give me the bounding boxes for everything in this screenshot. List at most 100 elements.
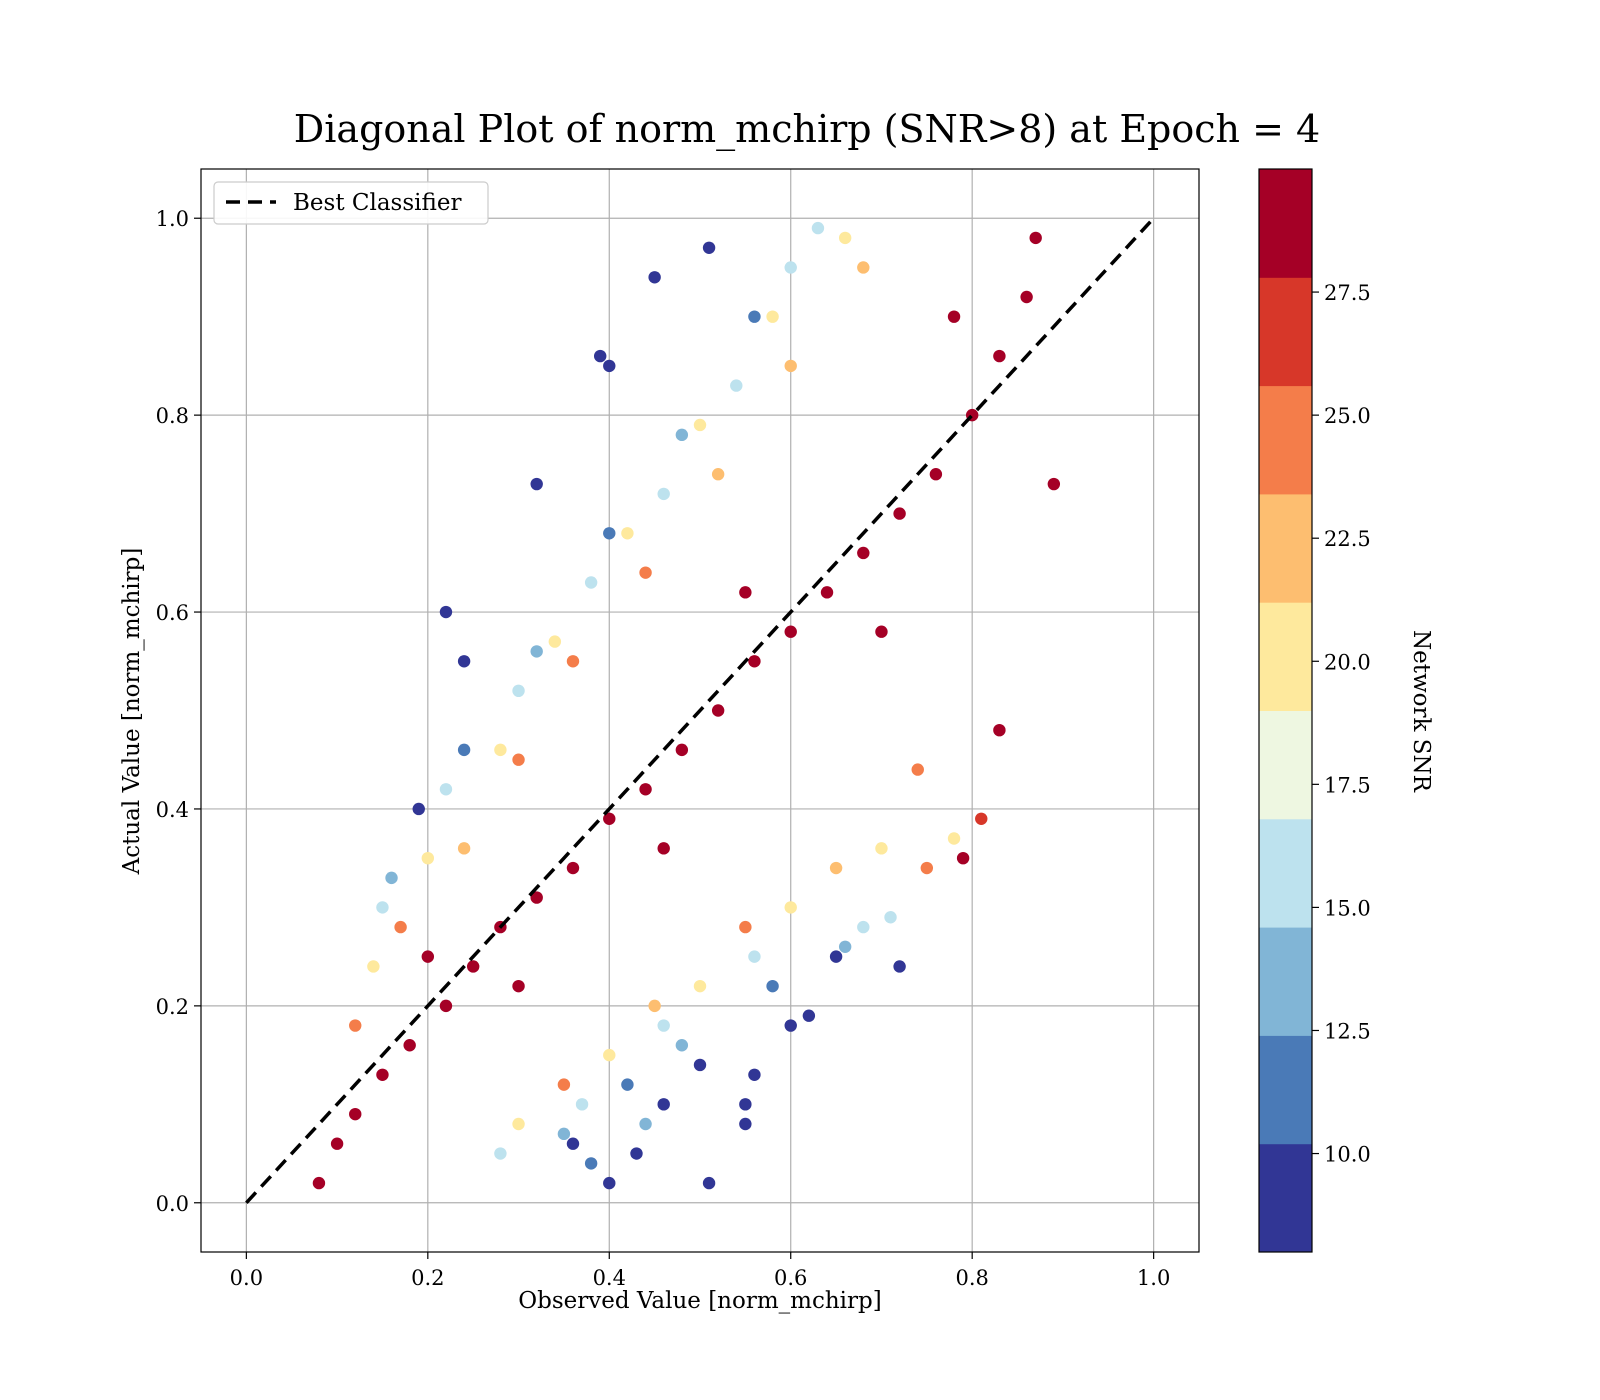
legend-box bbox=[213, 181, 489, 225]
scatter-point bbox=[784, 261, 797, 274]
scatter-point bbox=[512, 684, 525, 698]
colorbar-band bbox=[1259, 169, 1312, 278]
scatter-point bbox=[975, 812, 988, 825]
x-axis-label: Observed Value [norm_mchirp] bbox=[518, 1288, 881, 1314]
x-axis-ticks: 0.0 0.2 0.4 0.6 0.8 1.0 bbox=[230, 1252, 1170, 1290]
scatter-point bbox=[857, 261, 870, 274]
colorbar-band bbox=[1259, 1035, 1312, 1145]
scatter-point bbox=[439, 999, 453, 1013]
scatter-point bbox=[457, 655, 471, 668]
scatter-point bbox=[875, 625, 888, 638]
colorbar-band bbox=[1259, 818, 1312, 928]
x-tick-label: 0.2 bbox=[411, 1266, 444, 1290]
scatter-point bbox=[702, 1176, 716, 1190]
y-tick-label: 0.4 bbox=[156, 798, 189, 822]
x-tick-label: 1.0 bbox=[1137, 1266, 1170, 1290]
scatter-point bbox=[748, 310, 761, 323]
colorbar-band bbox=[1259, 710, 1312, 820]
x-tick-label: 0.0 bbox=[230, 1266, 263, 1290]
scatter-point bbox=[657, 487, 670, 501]
scatter-point bbox=[993, 349, 1006, 363]
scatter-point bbox=[711, 704, 725, 717]
scatter-point bbox=[920, 861, 934, 875]
scatter-point bbox=[693, 1058, 707, 1072]
colorbar-band bbox=[1259, 1143, 1312, 1253]
y-axis-ticks: 0.0 0.2 0.4 0.6 0.8 1.0 bbox=[156, 207, 201, 1216]
colorbar-tick-label: 12.5 bbox=[1324, 1019, 1371, 1043]
scatter-point bbox=[748, 950, 761, 963]
scatter-point bbox=[594, 349, 607, 363]
scatter-point bbox=[421, 950, 435, 963]
scatter-point bbox=[349, 1019, 362, 1032]
colorbar-border bbox=[1258, 168, 1313, 1253]
scatter-point bbox=[639, 783, 652, 796]
legend-label: Best Classifier bbox=[293, 190, 461, 216]
scatter-point bbox=[657, 1098, 670, 1111]
scatter-point bbox=[893, 960, 906, 973]
scatter-point bbox=[439, 783, 453, 796]
colorbar-tick-label: 22.5 bbox=[1324, 527, 1371, 551]
plot-area: 0.0 0.2 0.4 0.6 0.8 1.0 0.0 0.2 0.4 0.6 0.8 1.0 bbox=[156, 168, 1200, 1290]
best-classifier-line bbox=[245, 217, 1155, 1204]
scatter-point bbox=[875, 842, 888, 855]
scatter-point bbox=[439, 605, 453, 619]
scatter-point bbox=[693, 418, 707, 432]
scatter-point bbox=[349, 1107, 362, 1121]
scatter-point bbox=[657, 1019, 670, 1032]
colorbar-label: Network SNR bbox=[1408, 630, 1434, 793]
scatter-point bbox=[838, 940, 852, 953]
scatter-point bbox=[893, 507, 906, 520]
scatter-point bbox=[630, 1147, 643, 1160]
scatter-point bbox=[457, 743, 471, 757]
scatter-point bbox=[766, 310, 779, 323]
scatter-point bbox=[657, 842, 670, 855]
scatter-point bbox=[530, 891, 543, 904]
scatter-point bbox=[557, 1127, 571, 1141]
scatter-point bbox=[584, 1157, 598, 1170]
scatter-point bbox=[947, 832, 961, 845]
scatter-point bbox=[385, 871, 398, 885]
scatter-point bbox=[566, 861, 580, 875]
scatter-point bbox=[512, 979, 525, 993]
scatter-point bbox=[784, 625, 797, 638]
scatter-point bbox=[575, 1098, 589, 1111]
legend: Best Classifier bbox=[213, 181, 489, 225]
scatter-point bbox=[603, 1176, 616, 1190]
colorbar-tick-label: 25.0 bbox=[1324, 404, 1371, 428]
colorbar-tick-label: 15.0 bbox=[1324, 896, 1371, 920]
chart-title: Diagonal Plot of norm_mchirp (SNR>8) at … bbox=[294, 107, 1320, 152]
colorbar-band bbox=[1259, 493, 1312, 603]
scatter-point bbox=[603, 527, 616, 540]
scatter-point bbox=[639, 1117, 652, 1131]
scatter-point bbox=[811, 221, 825, 235]
scatter-point bbox=[857, 920, 870, 934]
scatter-point bbox=[1020, 290, 1033, 304]
scatter-point bbox=[829, 950, 843, 963]
scatter-point bbox=[730, 379, 743, 392]
scatter-point bbox=[603, 812, 616, 825]
scatter-point bbox=[648, 999, 661, 1013]
scatter-point bbox=[702, 241, 716, 254]
scatter-point bbox=[394, 920, 407, 934]
scatter-point bbox=[929, 468, 943, 481]
scatter-point bbox=[675, 1039, 689, 1052]
scatter-point bbox=[1047, 477, 1061, 491]
colorbar: 10.0 12.5 15.0 17.5 20.0 22.5 25.0 27.5 Network… bbox=[1258, 168, 1434, 1253]
scatter-point bbox=[675, 743, 689, 757]
scatter-point bbox=[639, 566, 652, 579]
scatter-point bbox=[947, 310, 961, 323]
scatter-point bbox=[530, 645, 543, 658]
y-tick-label: 1.0 bbox=[156, 207, 189, 231]
scatter-point bbox=[603, 1048, 616, 1062]
colorbar-bands bbox=[1259, 169, 1312, 1253]
scatter-point bbox=[956, 851, 970, 865]
scatter-point bbox=[829, 861, 843, 875]
scatter-point bbox=[748, 1068, 761, 1081]
scatter-point bbox=[457, 842, 471, 855]
colorbar-tick-label: 27.5 bbox=[1324, 281, 1371, 305]
colorbar-tick-label: 17.5 bbox=[1324, 773, 1371, 797]
scatter-point bbox=[857, 546, 870, 560]
colorbar-ticks: 10.0 12.5 15.0 17.5 20.0 22.5 25.0 27.5 bbox=[1312, 281, 1371, 1167]
scatter-point bbox=[693, 979, 707, 993]
